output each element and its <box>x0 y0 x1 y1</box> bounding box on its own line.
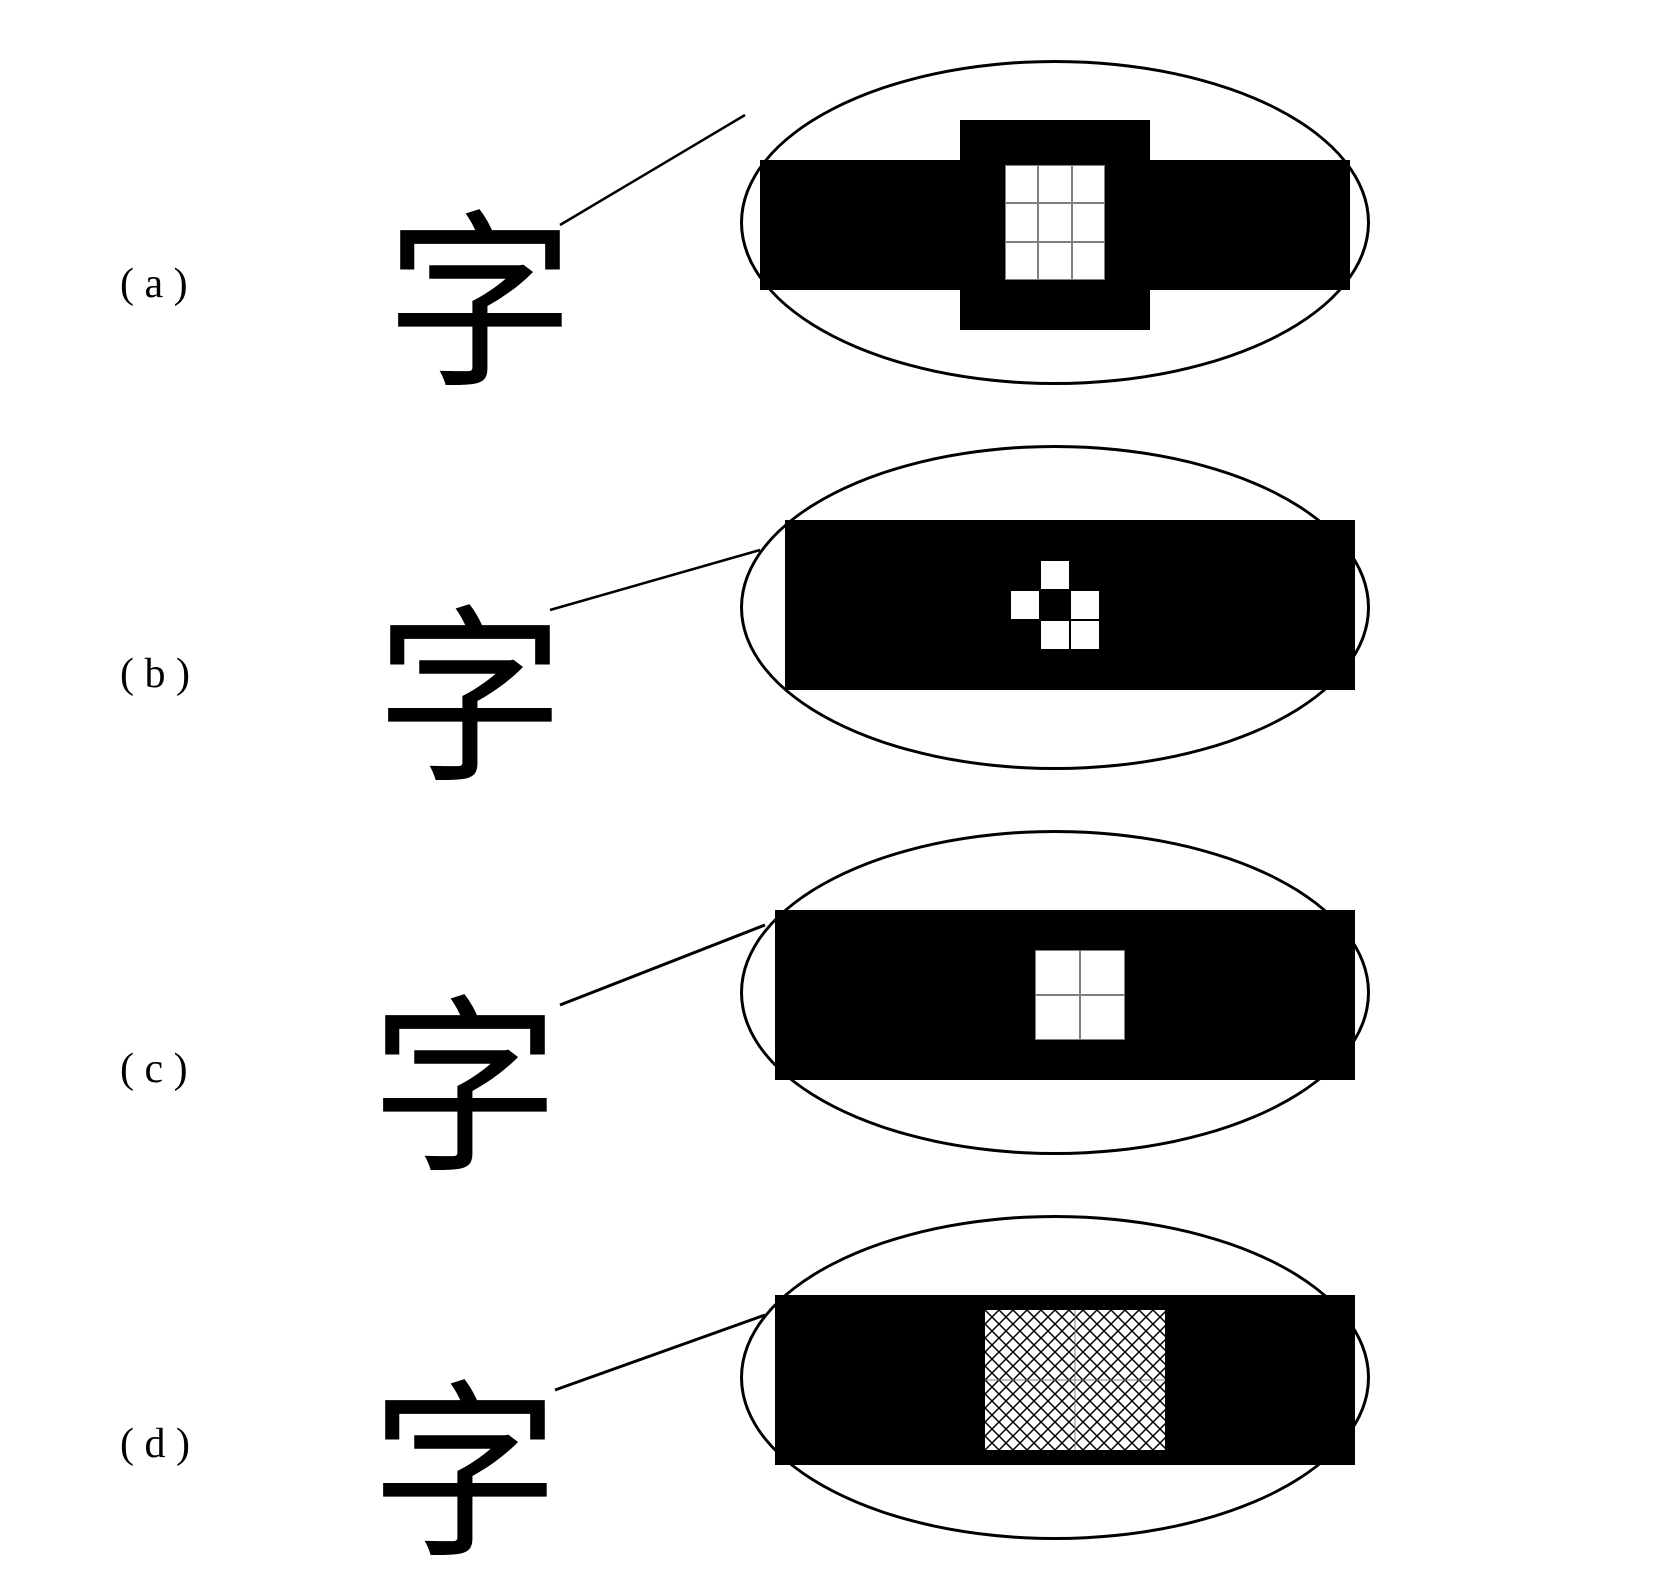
callout-line-c <box>560 925 765 1005</box>
character-c: 字 <box>370 935 560 1210</box>
character-a: 字 <box>385 150 575 425</box>
pixel-grid-c <box>1035 950 1125 1040</box>
character-d: 字 <box>370 1320 560 1595</box>
callout-line-d <box>555 1315 765 1390</box>
label-b: ( b ) <box>120 650 190 698</box>
callout-line-a <box>560 115 745 225</box>
crosshatch-d <box>985 1310 1165 1450</box>
pixel-grid-a <box>1005 165 1105 280</box>
character-b: 字 <box>375 545 565 820</box>
pixel-grid-b <box>1010 560 1100 650</box>
label-c: ( c ) <box>120 1045 188 1093</box>
label-d: ( d ) <box>120 1420 190 1468</box>
callout-line-b <box>550 550 760 610</box>
label-a: ( a ) <box>120 260 188 308</box>
